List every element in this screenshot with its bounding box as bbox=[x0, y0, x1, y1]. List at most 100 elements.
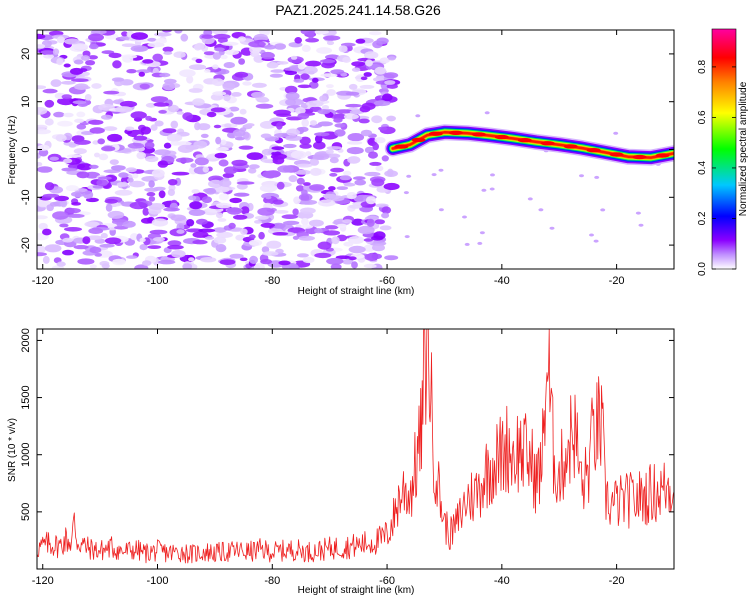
snr-y-tick-label: 500 bbox=[20, 503, 32, 521]
spectrogram-noise-cell bbox=[99, 243, 115, 248]
spectrogram-noise-cell bbox=[240, 228, 248, 235]
spectrogram-noise-cell bbox=[133, 135, 148, 141]
spectrogram-noise-cell bbox=[217, 186, 236, 191]
spectrogram-noise-cell bbox=[116, 221, 124, 227]
colorbar-tick-label: 0.4 bbox=[697, 161, 708, 175]
spectrogram-noise-cell bbox=[593, 239, 599, 243]
spectrogram-noise-cell bbox=[196, 218, 208, 225]
spectrogram-noise-cell bbox=[56, 36, 65, 44]
spectrogram-noise-cell bbox=[527, 197, 533, 201]
spectrogram-noise-cell bbox=[217, 218, 227, 222]
spectrogram-noise-cell bbox=[167, 179, 178, 186]
spectrogram-noise-cell bbox=[37, 124, 48, 130]
spectrogram-noise-cell bbox=[301, 44, 311, 53]
spectrogram-noise-cell bbox=[163, 51, 173, 55]
spectrogram-noise-cell bbox=[260, 51, 275, 60]
spectrogram-noise-cell bbox=[138, 71, 145, 77]
spectrogram-noise-cell bbox=[149, 229, 168, 235]
spectrogram-noise-cell bbox=[300, 207, 316, 214]
spectrogram-noise-cell bbox=[326, 257, 344, 265]
spectrogram-noise-cell bbox=[210, 107, 226, 113]
spectrogram-noise-cell bbox=[215, 244, 227, 253]
spectrogram-noise-cell bbox=[325, 225, 339, 230]
spectrogram-noise-cell bbox=[336, 186, 349, 191]
spectrogram-noise-cell bbox=[270, 69, 286, 73]
spectrogram-noise-cell bbox=[365, 59, 373, 67]
spectrogram-noise-cell bbox=[283, 143, 297, 149]
spectrogram-noise-cell bbox=[219, 259, 236, 265]
spectrogram-noise-cell bbox=[191, 189, 200, 194]
snr-line bbox=[37, 329, 674, 564]
spectrogram-ridge-peak bbox=[411, 137, 426, 143]
spectrogram-noise-cell bbox=[297, 63, 306, 70]
spectrogram-noise-cell bbox=[53, 111, 65, 118]
spectrogram-noise-cell bbox=[171, 171, 190, 176]
spectrogram-noise-cell bbox=[141, 217, 153, 224]
spectrogram-noise-cell bbox=[189, 64, 207, 70]
spectrogram-noise-cell bbox=[44, 244, 62, 253]
spectrogram-noise-cell bbox=[67, 213, 85, 218]
spectrogram-noise-cell bbox=[139, 244, 148, 251]
spectrogram-ridge-peak bbox=[586, 148, 601, 153]
spectrogram-noise-cell bbox=[239, 257, 248, 262]
spectrogram-noise-cell bbox=[329, 157, 339, 164]
spectrogram-noise-cell bbox=[215, 136, 222, 145]
spectrogram-noise-cell bbox=[328, 195, 345, 202]
spectrogram-noise-cell bbox=[131, 32, 148, 40]
spectrogram-noise-cell bbox=[38, 222, 48, 230]
spectrogram-noise-cell bbox=[230, 116, 248, 125]
spectrogram-noise-cell bbox=[42, 255, 50, 264]
spectrogram-noise-cell bbox=[121, 31, 129, 37]
spectrogram-noise-cell bbox=[276, 61, 289, 65]
spectrogram-x-tick-label: -20 bbox=[609, 275, 625, 287]
spectrogram-noise-cell bbox=[136, 69, 151, 74]
spectrogram-noise-cell bbox=[37, 43, 46, 49]
spectrogram-noise-cell bbox=[153, 102, 170, 107]
spectrogram-noise-cell bbox=[335, 109, 354, 114]
spectrogram-noise-cell bbox=[77, 258, 95, 265]
spectrogram-noise-cell bbox=[130, 45, 149, 52]
spectrogram-noise-cell bbox=[283, 220, 300, 225]
spectrogram-x-tick-label: -40 bbox=[494, 275, 510, 287]
spectrogram-noise-cell bbox=[52, 48, 60, 55]
spectrogram-noise-cell bbox=[375, 165, 384, 172]
spectrogram-noise-cell bbox=[343, 170, 352, 176]
spectrogram-noise-cell bbox=[212, 78, 225, 87]
spectrogram-noise-cell bbox=[90, 30, 107, 35]
spectrogram-noise-cell bbox=[317, 109, 331, 115]
spectrogram-ridge-peak bbox=[448, 130, 463, 135]
spectrogram-noise-cell bbox=[363, 263, 377, 269]
snr-x-tick-label: -120 bbox=[32, 575, 54, 587]
spectrogram-noise-cell bbox=[261, 158, 275, 164]
spectrogram-noise-cell bbox=[37, 166, 53, 173]
spectrogram-noise-cell bbox=[148, 203, 165, 210]
spectrogram-noise-cell bbox=[97, 138, 105, 145]
spectrogram-noise-cell bbox=[481, 188, 487, 192]
spectrogram-noise-cell bbox=[200, 257, 217, 263]
spectrogram-noise-cell bbox=[136, 151, 146, 160]
spectrogram-noise-cell bbox=[262, 251, 279, 256]
spectrogram-noise-cell bbox=[96, 179, 108, 187]
spectrogram-noise-cell bbox=[589, 233, 594, 237]
spectrogram-noise-cell bbox=[319, 59, 336, 64]
spectrogram-noise-cell bbox=[613, 131, 619, 135]
spectrogram-noise-cell bbox=[372, 244, 385, 252]
spectrogram-noise-cell bbox=[162, 46, 174, 53]
spectrogram-noise-cell bbox=[298, 126, 309, 132]
spectrogram-noise-cell bbox=[300, 73, 310, 80]
spectrogram-noise-cell bbox=[348, 83, 358, 90]
colorbar-ticks: 0.0 0.2 0.4 0.6 0.8 bbox=[697, 60, 736, 276]
spectrogram-noise-cell bbox=[299, 136, 311, 145]
spectrogram-noise-cell bbox=[274, 133, 291, 138]
spectrogram-noise-cell bbox=[167, 188, 175, 196]
spectrogram-noise-cell bbox=[216, 147, 229, 152]
snr-x-tick-label: -60 bbox=[379, 575, 395, 587]
spectrogram-noise-cell bbox=[328, 186, 336, 191]
spectrogram-noise-cell bbox=[214, 152, 227, 159]
spectrogram-noise-cell bbox=[213, 236, 227, 244]
spectrogram-noise-cell bbox=[147, 37, 157, 42]
spectrogram-cells bbox=[37, 30, 661, 269]
spectrogram-noise-cell bbox=[206, 111, 217, 118]
spectrogram-noise-cell bbox=[271, 222, 286, 229]
